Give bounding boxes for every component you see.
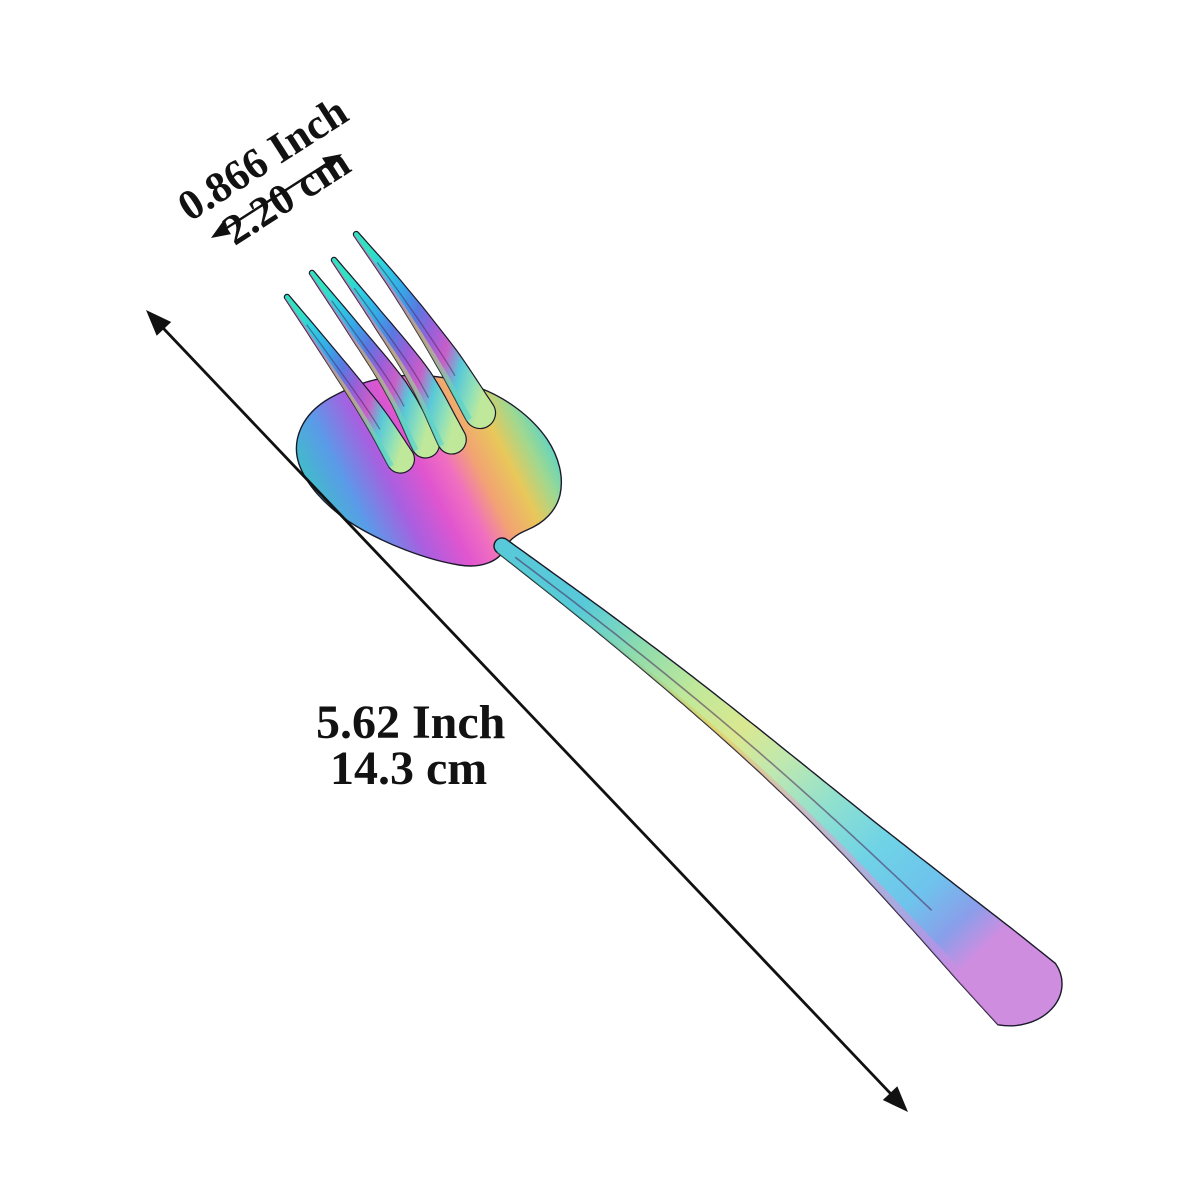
svg-text:14.3 cm: 14.3 cm	[330, 742, 487, 795]
